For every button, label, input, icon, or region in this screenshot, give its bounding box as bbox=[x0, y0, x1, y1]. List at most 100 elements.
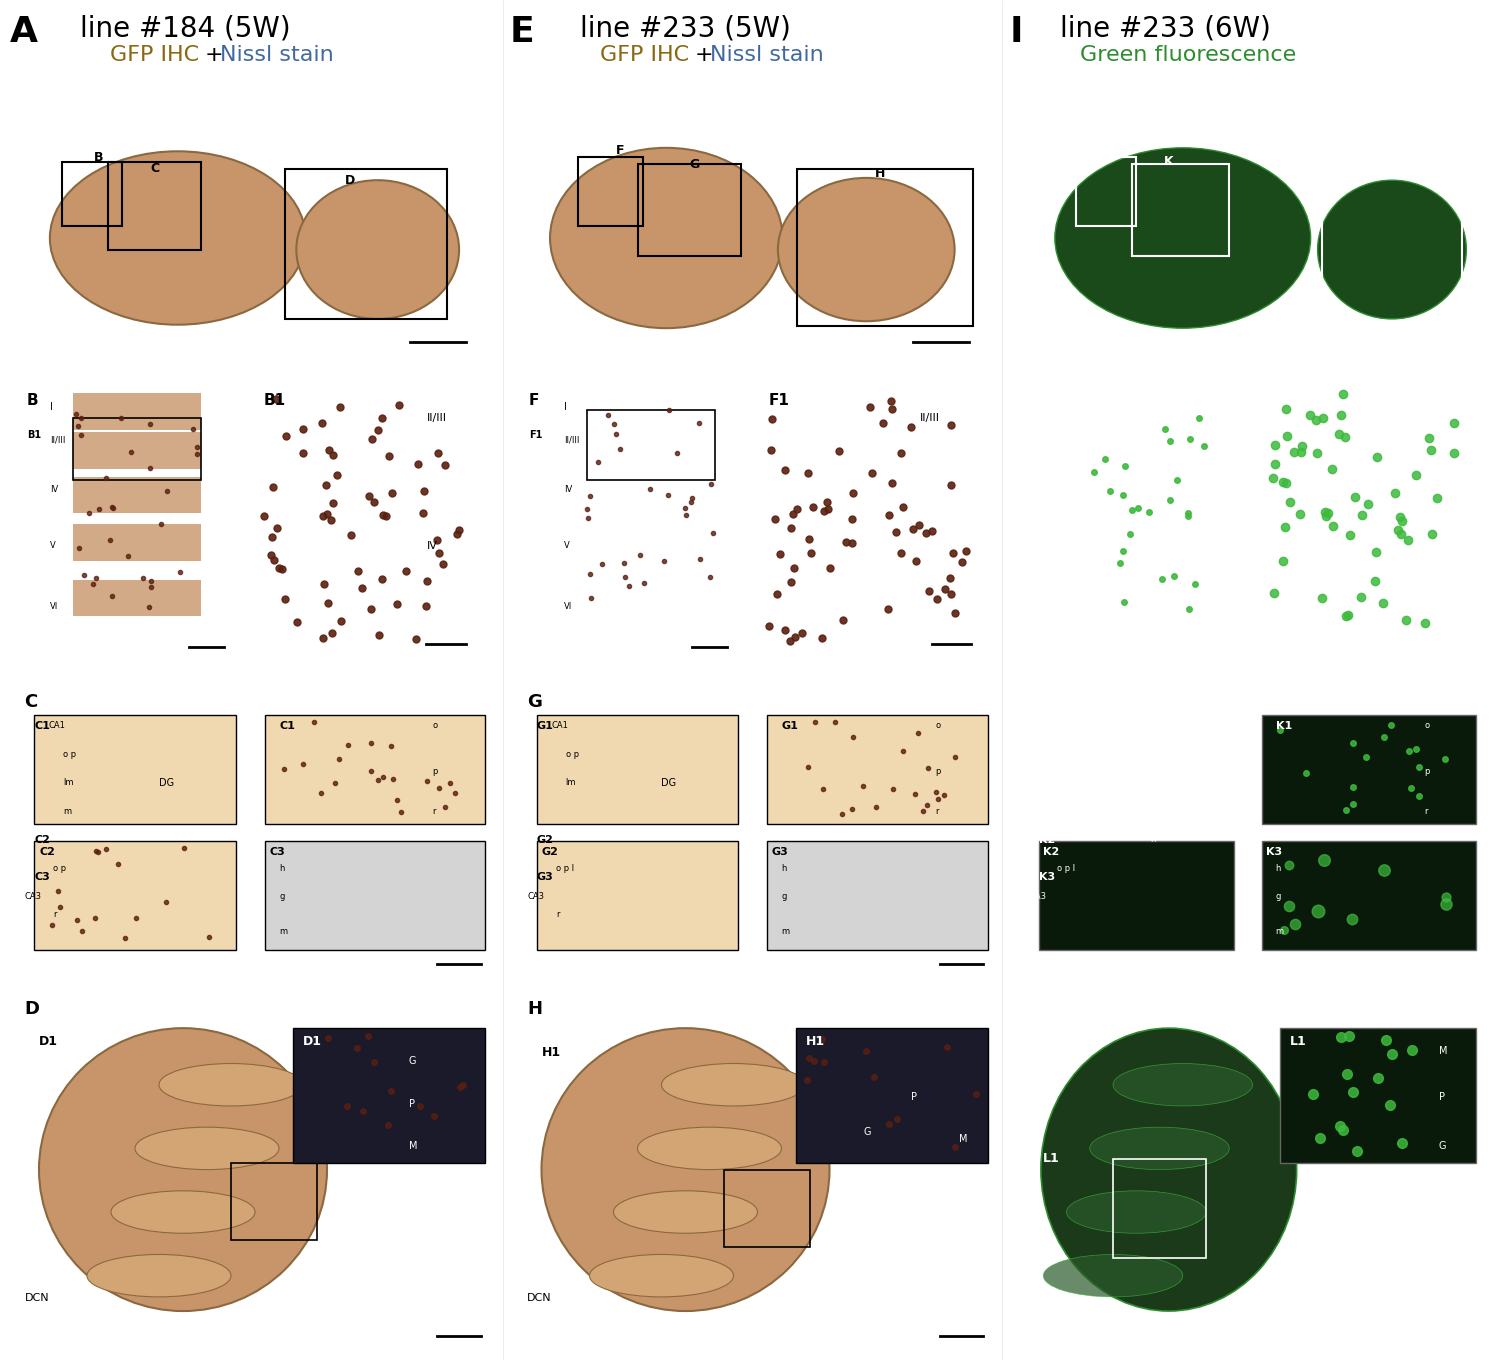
Text: A: A bbox=[10, 15, 38, 49]
Ellipse shape bbox=[1066, 1191, 1206, 1234]
Text: DCN: DCN bbox=[1029, 1293, 1054, 1303]
Text: p: p bbox=[1425, 767, 1430, 775]
Text: CA1: CA1 bbox=[550, 721, 568, 730]
Ellipse shape bbox=[297, 180, 459, 320]
Ellipse shape bbox=[638, 1127, 782, 1170]
Bar bbox=[578, 156, 644, 226]
Ellipse shape bbox=[1054, 148, 1311, 328]
Text: II/III: II/III bbox=[564, 435, 579, 445]
Text: lm: lm bbox=[566, 778, 576, 787]
Text: o p: o p bbox=[566, 749, 579, 759]
Text: h: h bbox=[279, 864, 285, 873]
Text: CA3: CA3 bbox=[526, 892, 544, 902]
Text: M: M bbox=[408, 1141, 417, 1152]
Text: II/III: II/III bbox=[1066, 435, 1082, 445]
Ellipse shape bbox=[50, 151, 306, 325]
Text: C3: C3 bbox=[270, 847, 285, 857]
Ellipse shape bbox=[542, 1028, 830, 1311]
Bar bbox=[74, 477, 201, 513]
Bar bbox=[62, 162, 122, 226]
Bar bbox=[1131, 165, 1230, 257]
Text: I: I bbox=[564, 401, 567, 412]
Bar bbox=[34, 715, 236, 824]
Text: II/III: II/III bbox=[50, 435, 66, 445]
Text: r: r bbox=[432, 806, 436, 816]
Text: V: V bbox=[564, 541, 570, 551]
Text: Nissl stain: Nissl stain bbox=[710, 45, 824, 65]
Text: line #233 (5W): line #233 (5W) bbox=[580, 15, 790, 44]
Text: GFP IHC: GFP IHC bbox=[600, 45, 688, 65]
Bar bbox=[74, 525, 201, 560]
Bar bbox=[1038, 840, 1234, 949]
Text: C3: C3 bbox=[34, 873, 50, 883]
Text: DG: DG bbox=[1160, 786, 1174, 797]
Text: DCN: DCN bbox=[526, 1293, 552, 1303]
Text: G1: G1 bbox=[537, 721, 554, 732]
Text: o: o bbox=[432, 721, 438, 730]
Text: F: F bbox=[530, 393, 540, 408]
Text: M: M bbox=[958, 1134, 968, 1144]
Bar bbox=[74, 581, 201, 616]
Text: J1: J1 bbox=[1032, 430, 1042, 439]
Text: g: g bbox=[1275, 892, 1281, 902]
Text: p: p bbox=[432, 767, 438, 775]
Text: line #233 (6W): line #233 (6W) bbox=[1060, 15, 1270, 44]
Text: I: I bbox=[50, 401, 52, 412]
Text: D: D bbox=[24, 1000, 39, 1017]
Text: C1: C1 bbox=[279, 721, 296, 732]
Text: G3: G3 bbox=[772, 847, 789, 857]
Text: Nissl stain: Nissl stain bbox=[220, 45, 333, 65]
Text: DG: DG bbox=[159, 778, 174, 789]
Text: H1: H1 bbox=[542, 1046, 561, 1059]
Bar bbox=[74, 393, 201, 430]
Text: vi: vi bbox=[1066, 602, 1074, 612]
Text: +: + bbox=[694, 45, 714, 65]
Text: CA3: CA3 bbox=[1029, 892, 1047, 902]
Text: r: r bbox=[1425, 806, 1428, 816]
Bar bbox=[1113, 1159, 1206, 1258]
Ellipse shape bbox=[1041, 1028, 1296, 1311]
Text: r: r bbox=[1066, 778, 1070, 787]
Bar bbox=[231, 1163, 318, 1240]
Ellipse shape bbox=[87, 1254, 231, 1297]
Text: B1: B1 bbox=[264, 393, 285, 408]
Text: o p: o p bbox=[54, 864, 66, 873]
Text: H: H bbox=[874, 167, 885, 180]
Text: lm: lm bbox=[63, 778, 74, 787]
Text: I: I bbox=[1066, 401, 1070, 412]
Text: P: P bbox=[1438, 1092, 1444, 1102]
Ellipse shape bbox=[590, 1254, 734, 1297]
Text: G2: G2 bbox=[537, 835, 554, 846]
Text: L1: L1 bbox=[1044, 1152, 1060, 1166]
Text: G: G bbox=[688, 158, 699, 170]
Bar bbox=[766, 715, 988, 824]
Text: line #184 (5W): line #184 (5W) bbox=[80, 15, 291, 44]
Text: K1: K1 bbox=[1275, 721, 1292, 732]
Text: m: m bbox=[63, 806, 70, 816]
Text: o: o bbox=[934, 721, 940, 730]
Text: r: r bbox=[54, 910, 57, 918]
Text: m: m bbox=[782, 926, 789, 936]
Ellipse shape bbox=[1089, 1127, 1230, 1170]
Text: CA3: CA3 bbox=[24, 892, 42, 902]
Text: G3: G3 bbox=[537, 873, 554, 883]
Text: K: K bbox=[1164, 155, 1173, 169]
Text: IV: IV bbox=[426, 541, 438, 551]
Ellipse shape bbox=[1044, 1254, 1182, 1297]
Text: II/III: II/III bbox=[426, 413, 447, 423]
Text: DCN: DCN bbox=[24, 1293, 50, 1303]
Bar bbox=[796, 1028, 988, 1163]
Bar bbox=[766, 840, 988, 949]
Text: K3: K3 bbox=[1266, 847, 1282, 857]
Text: V: V bbox=[50, 541, 55, 551]
Bar bbox=[724, 1170, 810, 1247]
Ellipse shape bbox=[111, 1191, 255, 1234]
Text: II/III: II/III bbox=[1416, 413, 1437, 423]
Ellipse shape bbox=[662, 1064, 806, 1106]
Text: m: m bbox=[1275, 926, 1284, 936]
Text: p: p bbox=[934, 767, 940, 775]
Text: g: g bbox=[1150, 806, 1155, 816]
Text: CA1: CA1 bbox=[1053, 721, 1070, 730]
Text: g: g bbox=[782, 892, 788, 902]
Text: D1: D1 bbox=[39, 1035, 58, 1049]
